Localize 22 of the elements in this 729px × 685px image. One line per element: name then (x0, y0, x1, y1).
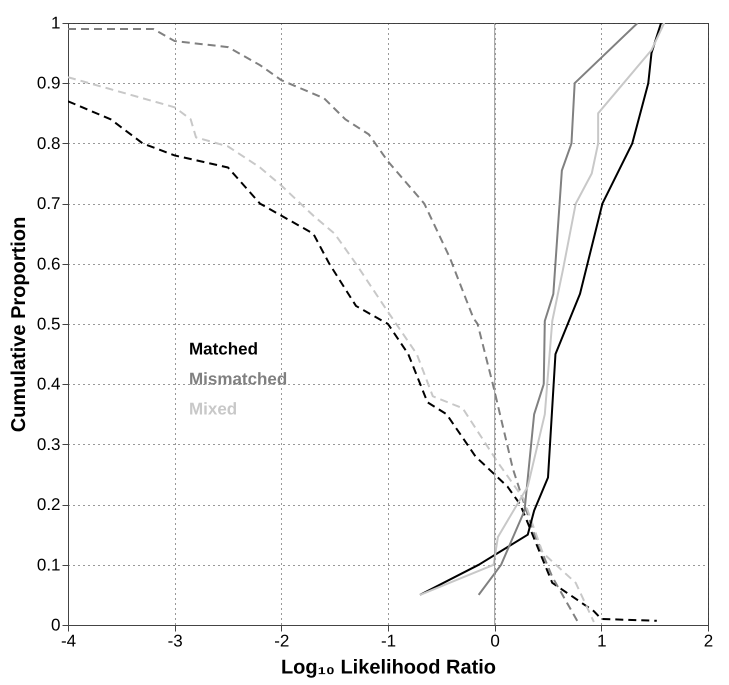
x-tick-label: -3 (168, 632, 183, 650)
text: Matched (189, 340, 258, 358)
y-tick-label: 0 (51, 616, 60, 634)
y-tick-label: 0.3 (36, 434, 60, 454)
y-tick-label: 0.8 (36, 134, 60, 153)
x-tick-label: -1 (380, 632, 396, 650)
y-tick-label: 0.2 (36, 495, 60, 514)
x-tick-label: -4 (60, 632, 76, 650)
x-tick-label: 2 (704, 632, 714, 650)
y-tick-label: 0.6 (36, 254, 60, 274)
x-tick-label: 1 (597, 632, 607, 650)
y-tick-label: 0.7 (36, 194, 60, 214)
y-tick-label: 0.5 (36, 314, 60, 334)
y-tick-label: 0.9 (36, 74, 60, 93)
x-tick-label: 0 (490, 632, 500, 650)
x-axis-title: Log₁₀ Likelihood Ratio (280, 656, 496, 678)
y-tick-label: 0.4 (36, 374, 60, 394)
y-tick-label: 0.1 (36, 555, 60, 574)
y-axis-title: Cumulative Proportion (8, 216, 30, 432)
y-tick-label: 1 (51, 14, 60, 32)
text: Mismatched (189, 370, 288, 388)
x-tick-label: -2 (274, 632, 290, 650)
